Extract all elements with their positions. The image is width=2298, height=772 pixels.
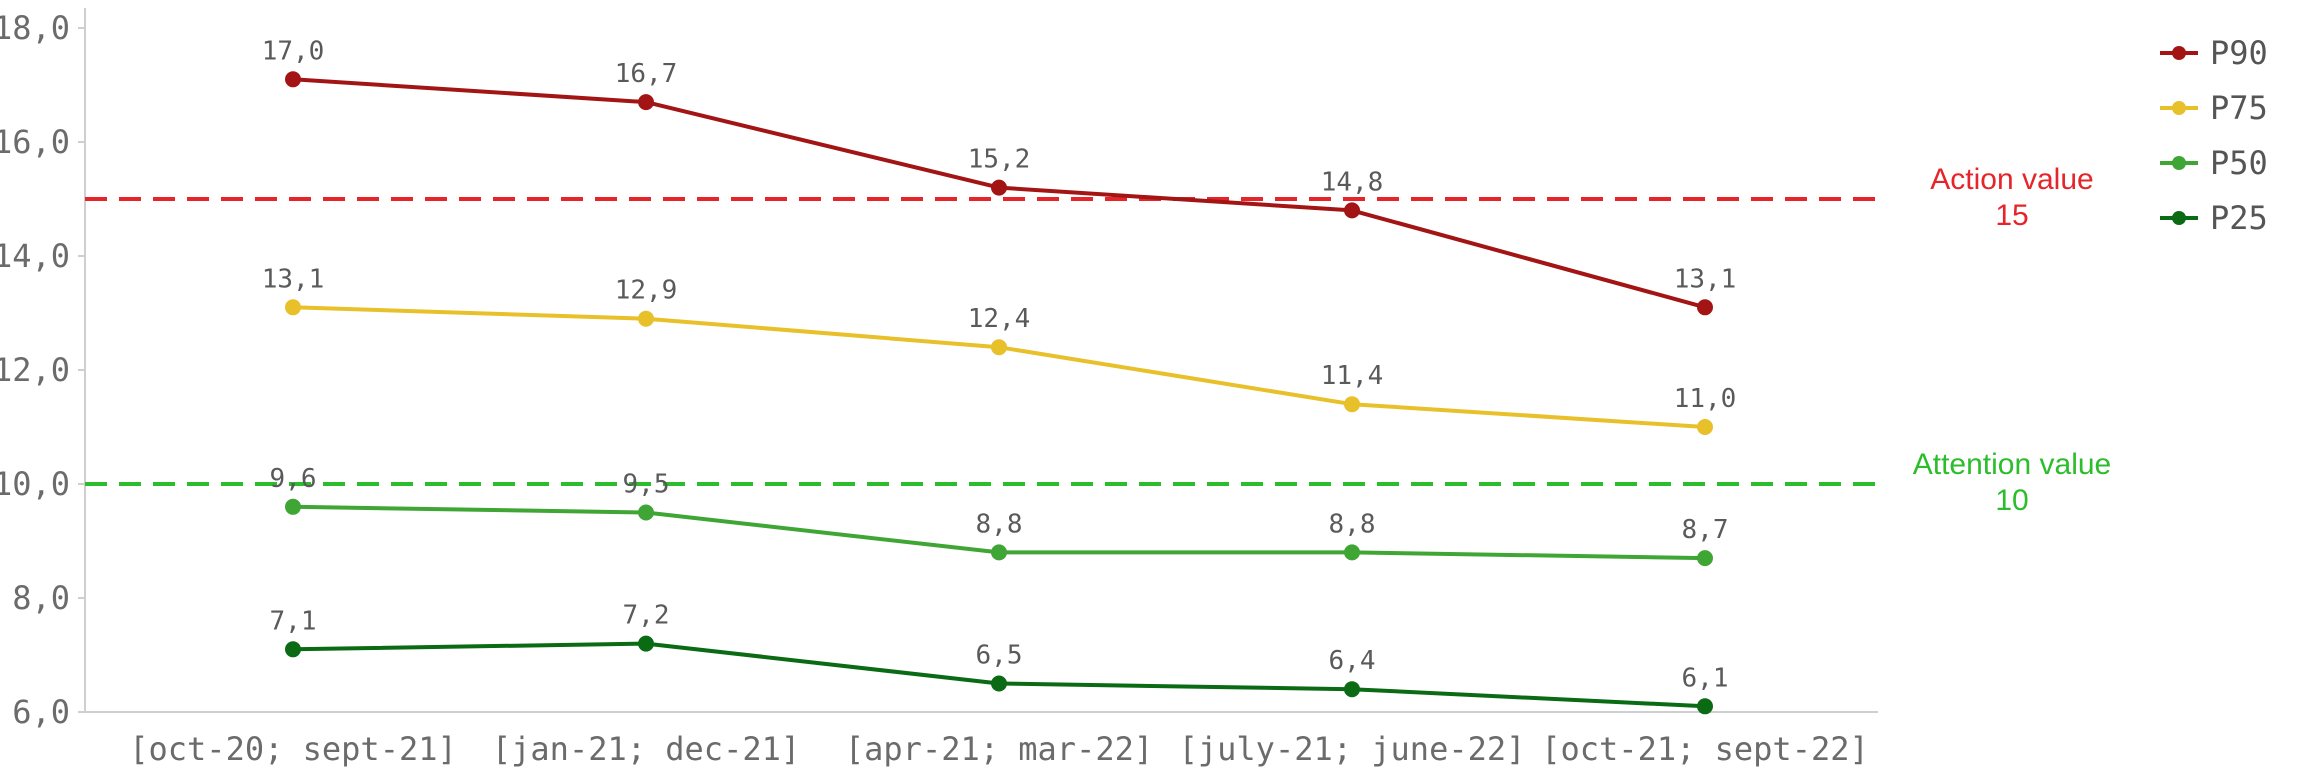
legend-item-p25[interactable]: P25: [2160, 199, 2268, 237]
data-point: [1344, 681, 1360, 698]
data-label: 9,6: [270, 464, 317, 494]
series-p25: 7,1 7,2 6,5 6,4 6,1: [270, 601, 1729, 715]
legend-swatch-marker: [2172, 156, 2186, 170]
x-tick-label: [july-21; june-22]: [1179, 730, 1526, 768]
data-label: 7,2: [623, 601, 670, 631]
data-label: 6,5: [976, 641, 1023, 671]
data-point: [1697, 698, 1713, 715]
y-tick-label: 10,0: [0, 465, 70, 503]
reference-line-label: Attention value: [1913, 448, 2111, 481]
data-point: [638, 94, 654, 111]
data-point: [1344, 202, 1360, 219]
legend-item-p90[interactable]: P90: [2160, 34, 2268, 72]
data-point: [991, 179, 1007, 196]
data-label: 12,4: [968, 304, 1031, 334]
data-label: 11,4: [1321, 361, 1384, 391]
legend: P90 P75 P50 P25: [2160, 34, 2268, 237]
data-label: 13,1: [262, 264, 325, 294]
data-point: [285, 498, 301, 515]
data-label: 16,7: [615, 59, 678, 89]
y-tick-label: 6,0: [12, 693, 70, 731]
x-tick-label: [oct-20; sept-21]: [129, 730, 457, 768]
y-tick-label: 16,0: [0, 123, 70, 161]
reference-line-label: Action value: [1930, 163, 2093, 196]
legend-label: P50: [2210, 144, 2268, 182]
series-p50: 9,6 9,5 8,8 8,8 8,7: [270, 464, 1729, 567]
data-label: 11,0: [1674, 384, 1737, 414]
legend-label: P75: [2210, 89, 2268, 127]
data-label: 14,8: [1321, 167, 1384, 197]
data-label: 17,0: [262, 36, 325, 66]
data-point: [638, 635, 654, 652]
series-p75: 13,1 12,9 12,4 11,4 11,0: [262, 264, 1737, 435]
y-tick-label: 18,0: [0, 9, 70, 47]
legend-swatch-marker: [2172, 211, 2186, 225]
chart-axes: [84, 8, 1878, 713]
data-point: [1344, 544, 1360, 561]
data-point: [638, 504, 654, 521]
data-point: [1344, 396, 1360, 413]
data-point: [285, 299, 301, 316]
data-label: 13,1: [1674, 264, 1737, 294]
y-axis-ticks: 6,0 8,0 10,0 12,0 14,0 16,0 18,0: [0, 9, 85, 731]
data-point: [285, 641, 301, 658]
x-axis-ticks: [oct-20; sept-21] [jan-21; dec-21] [apr-21…: [129, 730, 1869, 768]
y-tick-label: 8,0: [12, 579, 70, 617]
data-point: [638, 310, 654, 327]
data-point: [1697, 550, 1713, 567]
y-tick-label: 14,0: [0, 237, 70, 275]
series-p90: 17,0 16,7 15,2 14,8 13,1: [262, 36, 1737, 316]
data-label: 7,1: [270, 606, 317, 636]
series-group: 17,0 16,7 15,2 14,8 13,1 13,1 12,9 12,4 11,4 11,0…: [262, 36, 1737, 715]
x-tick-label: [oct-21; sept-22]: [1541, 730, 1869, 768]
data-label: 15,2: [968, 145, 1031, 175]
data-label: 8,8: [976, 509, 1023, 539]
data-label: 8,8: [1329, 509, 1376, 539]
legend-item-p50[interactable]: P50: [2160, 144, 2268, 182]
data-label: 6,4: [1329, 646, 1376, 676]
legend-swatch-marker: [2172, 101, 2186, 115]
data-point: [991, 544, 1007, 561]
data-point: [1697, 299, 1713, 316]
legend-label: P25: [2210, 199, 2268, 237]
data-point: [1697, 419, 1713, 435]
x-tick-label: [jan-21; dec-21]: [492, 730, 800, 768]
legend-item-p75[interactable]: P75: [2160, 89, 2268, 127]
x-tick-label: [apr-21; mar-22]: [845, 730, 1153, 768]
y-tick-label: 12,0: [0, 351, 70, 389]
legend-swatch-marker: [2172, 46, 2186, 60]
reference-line-value: 10: [1995, 484, 2028, 517]
reference-line-value: 15: [1995, 199, 2028, 232]
data-label: 12,9: [615, 276, 678, 306]
legend-label: P90: [2210, 34, 2268, 72]
data-label: 6,1: [1682, 663, 1729, 693]
data-label: 8,7: [1682, 515, 1729, 545]
data-point: [285, 71, 301, 88]
data-label: 9,5: [623, 470, 670, 500]
data-point: [991, 675, 1007, 692]
data-point: [991, 339, 1007, 356]
